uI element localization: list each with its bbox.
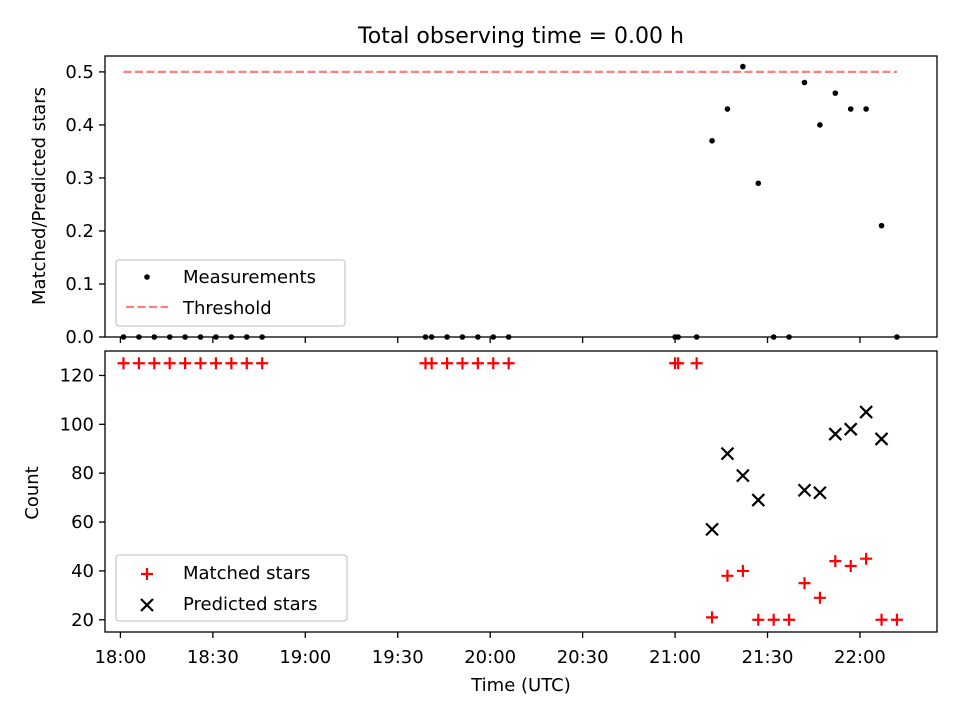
predicted-stars-point bbox=[797, 483, 812, 498]
matched-stars-point bbox=[209, 357, 222, 370]
top-legend: Measurements Threshold bbox=[115, 259, 346, 327]
legend-measurements-marker bbox=[144, 274, 150, 280]
x-tick-label: 20:00 bbox=[464, 647, 516, 668]
top-panel: Total observing time = 0.00 h Matched/Pr… bbox=[29, 24, 938, 348]
predicted-stars-point bbox=[828, 427, 843, 441]
measurement-point bbox=[863, 106, 869, 112]
matched-stars-point bbox=[117, 357, 130, 370]
x-tick-label: 21:00 bbox=[649, 647, 701, 668]
matched-stars-point bbox=[875, 613, 888, 626]
matched-stars-point bbox=[132, 357, 145, 370]
matched-stars-point bbox=[829, 555, 842, 568]
legend-matched-label: Matched stars bbox=[183, 563, 310, 584]
bottom-y-tick-label: 60 bbox=[71, 512, 94, 533]
matched-stars-point bbox=[502, 357, 515, 370]
x-tick-label: 18:00 bbox=[94, 647, 146, 668]
bottom-y-tick-label: 120 bbox=[60, 365, 94, 386]
measurement-point bbox=[878, 222, 885, 229]
legend-measurements-label: Measurements bbox=[183, 267, 316, 288]
top-y-tick-label: 0.0 bbox=[65, 327, 94, 348]
predicted-stars-point bbox=[859, 405, 873, 419]
matched-stars-point bbox=[844, 560, 857, 573]
x-tick-label: 21:30 bbox=[742, 647, 794, 668]
bottom-marks-layer bbox=[117, 357, 903, 626]
top-y-tick-label: 0.2 bbox=[65, 221, 94, 242]
x-tick-label: 18:30 bbox=[187, 647, 239, 668]
predicted-stars-point bbox=[874, 432, 889, 446]
predicted-stars-point bbox=[843, 422, 858, 436]
bottom-y-tick-label: 20 bbox=[71, 610, 94, 631]
matched-stars-point bbox=[163, 357, 176, 370]
predicted-stars-point bbox=[751, 493, 766, 507]
top-legend-box bbox=[115, 259, 346, 327]
bottom-axes-frame bbox=[104, 350, 938, 633]
legend-matched-marker bbox=[141, 568, 153, 580]
matched-stars-point bbox=[860, 552, 873, 565]
measurement-point bbox=[755, 180, 762, 187]
top-y-tick-label: 0.4 bbox=[65, 115, 94, 136]
matched-stars-point bbox=[179, 357, 192, 370]
legend-threshold-label: Threshold bbox=[182, 298, 272, 319]
matched-stars-point bbox=[256, 357, 269, 370]
matched-stars-point bbox=[783, 613, 796, 626]
x-tick-label: 20:30 bbox=[557, 647, 609, 668]
top-tick-layer: 0.0 0.1 0.2 0.3 0.4 0.5 bbox=[65, 62, 861, 348]
predicted-stars-point bbox=[720, 446, 735, 461]
bottom-legend-box bbox=[115, 554, 348, 622]
measurement-point bbox=[709, 138, 715, 144]
predicted-stars-point bbox=[813, 485, 827, 500]
matched-stars-point bbox=[752, 613, 765, 626]
matched-stars-point bbox=[672, 357, 685, 370]
matched-stars-point bbox=[225, 357, 238, 370]
matched-stars-point bbox=[767, 613, 780, 626]
bottom-panel: Count Time (UTC) 20 40 60 80 100 120 18:00 18:3… bbox=[22, 350, 938, 696]
legend-predicted-marker bbox=[140, 598, 154, 612]
matched-stars-point bbox=[456, 357, 469, 370]
x-tick-label: 19:00 bbox=[279, 647, 331, 668]
matched-stars-point bbox=[690, 357, 703, 370]
predicted-stars-point bbox=[705, 522, 719, 537]
matched-stars-point bbox=[148, 357, 161, 370]
matched-stars-point bbox=[441, 357, 454, 370]
top-y-axis-label: Matched/Predicted stars bbox=[29, 87, 50, 305]
top-y-tick-label: 0.1 bbox=[65, 274, 94, 295]
matched-stars-point bbox=[706, 611, 719, 624]
measurement-point bbox=[817, 122, 823, 128]
measurement-point bbox=[801, 79, 808, 86]
top-y-tick-label: 0.5 bbox=[65, 62, 94, 83]
top-axes-frame bbox=[104, 55, 938, 338]
x-tick-label: 22:00 bbox=[834, 647, 886, 668]
matched-stars-point bbox=[890, 613, 903, 626]
matched-stars-point bbox=[240, 357, 253, 370]
matched-stars-point bbox=[736, 564, 749, 577]
matched-stars-point bbox=[194, 357, 207, 370]
legend-predicted-label: Predicted stars bbox=[183, 594, 317, 615]
matched-stars-point bbox=[487, 357, 500, 370]
top-chart-title: Total observing time = 0.00 h bbox=[357, 24, 684, 49]
measurement-point bbox=[832, 90, 839, 96]
predicted-stars-point bbox=[736, 468, 750, 483]
x-tick-label: 19:30 bbox=[372, 647, 424, 668]
bottom-y-tick-label: 80 bbox=[71, 463, 94, 484]
bottom-tick-layer: 20 40 60 80 100 120 18:00 18:30 19:00 19:30 20:00 2… bbox=[60, 365, 886, 668]
matched-stars-point bbox=[425, 357, 438, 370]
matched-stars-point bbox=[471, 357, 484, 370]
bottom-y-tick-label: 40 bbox=[71, 561, 94, 582]
matched-stars-point bbox=[798, 577, 811, 590]
matched-stars-point bbox=[721, 569, 734, 582]
matched-stars-point bbox=[813, 591, 826, 604]
bottom-y-axis-label: Count bbox=[22, 466, 43, 519]
measurement-point bbox=[724, 106, 731, 112]
top-y-tick-label: 0.3 bbox=[65, 168, 94, 189]
x-axis-label: Time (UTC) bbox=[470, 675, 571, 696]
bottom-legend: Matched stars Predicted stars bbox=[115, 554, 348, 622]
measurement-point bbox=[847, 106, 854, 112]
measurement-point bbox=[740, 63, 746, 70]
bottom-y-tick-label: 100 bbox=[60, 414, 94, 435]
